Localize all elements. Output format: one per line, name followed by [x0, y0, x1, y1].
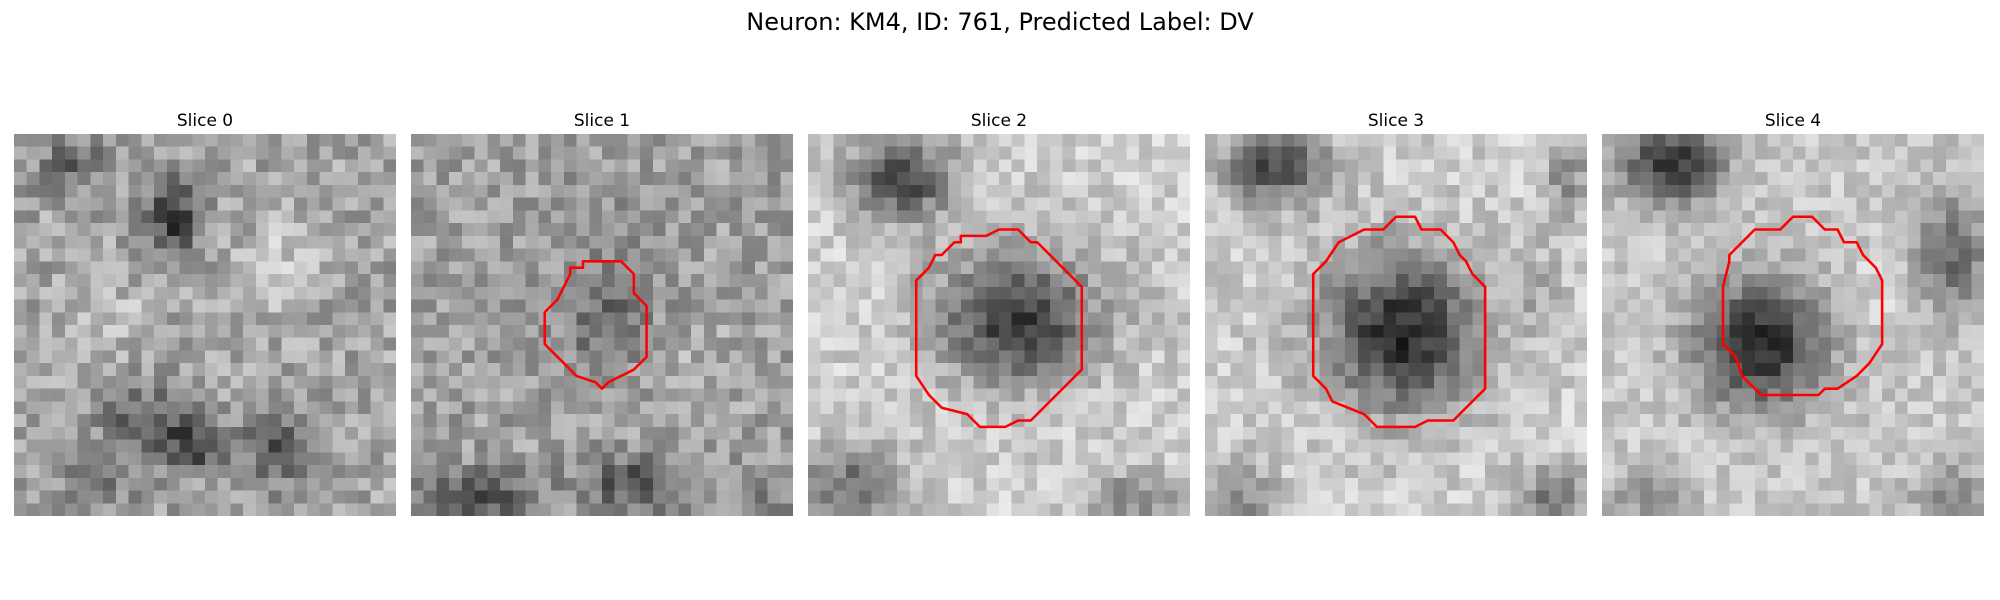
cell-contour	[1311, 215, 1487, 429]
slice-image-1	[411, 134, 793, 516]
pixel-grid	[808, 134, 1190, 516]
cell-contour	[1721, 215, 1884, 397]
pixel-grid	[411, 134, 793, 516]
cell-contour	[543, 260, 648, 390]
slice-image-2	[808, 134, 1190, 516]
slice-title-1: Slice 1	[573, 111, 631, 131]
pixel-grid	[14, 134, 396, 516]
slice-panel-3: Slice 3	[1205, 108, 1587, 516]
slice-title-4: Slice 4	[1764, 111, 1822, 131]
slice-title-0: Slice 0	[176, 111, 234, 131]
slice-title-3: Slice 3	[1367, 111, 1425, 131]
slice-panel-2: Slice 2	[808, 108, 1190, 516]
figure-title: Neuron: KM4, ID: 761, Predicted Label: D…	[746, 8, 1254, 36]
slice-panel-4: Slice 4	[1602, 108, 1984, 516]
pixel-grid	[1602, 134, 1984, 516]
slice-image-0	[14, 134, 396, 516]
slice-panel-0: Slice 0	[14, 108, 396, 516]
cell-contour	[914, 228, 1084, 429]
pixel-grid	[1205, 134, 1587, 516]
slice-title-2: Slice 2	[970, 111, 1028, 131]
slice-image-3	[1205, 134, 1587, 516]
slice-image-4	[1602, 134, 1984, 516]
slice-panel-1: Slice 1	[411, 108, 793, 516]
